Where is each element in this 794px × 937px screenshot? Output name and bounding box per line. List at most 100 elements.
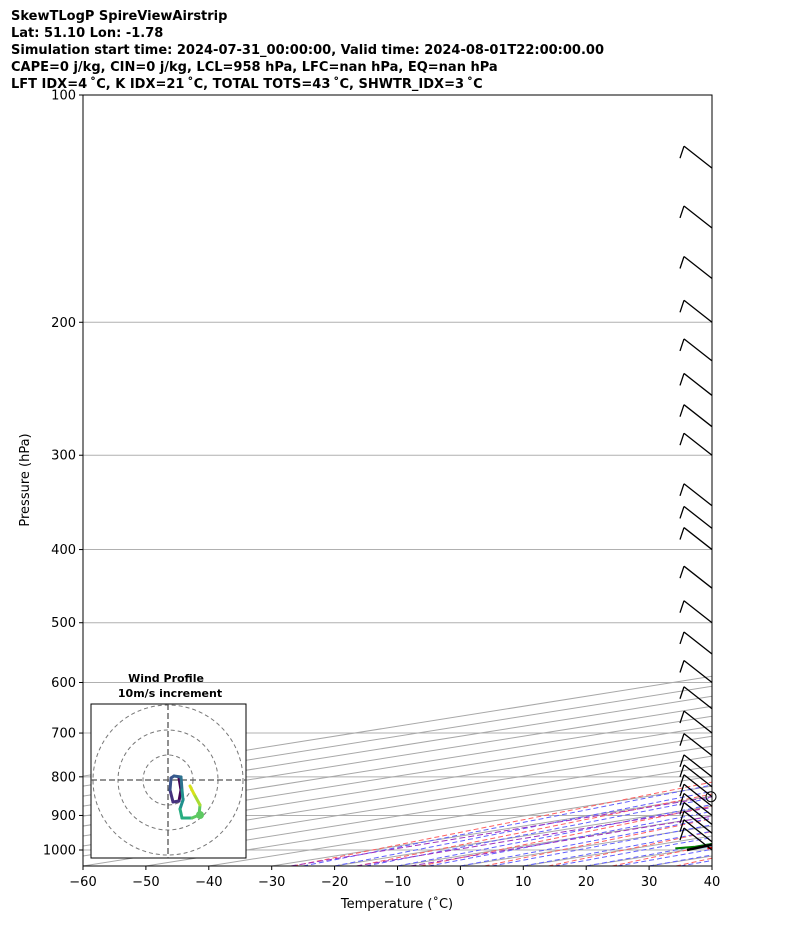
wind-barb — [679, 764, 713, 788]
header-line-2: Lat: 51.10 Lon: -1.78 — [11, 26, 164, 41]
x-tick-label: −50 — [132, 875, 159, 890]
wind-barb — [679, 372, 713, 396]
barb-staff — [683, 432, 713, 456]
x-tick-label: 10 — [515, 875, 532, 890]
wind-barb — [679, 783, 713, 807]
y-tick-label: 900 — [51, 809, 76, 824]
parcel-path — [686, 843, 712, 852]
barb-feather — [679, 631, 685, 645]
isotherm — [523, 835, 712, 866]
moist-adiabat — [554, 836, 712, 866]
y-axis-label: Pressure (hPa) — [18, 433, 33, 526]
barb-staff — [683, 338, 713, 362]
moist-adiabat — [460, 817, 712, 866]
barb-staff — [683, 631, 713, 655]
wind-barbs — [679, 145, 717, 851]
hodograph-segment — [178, 798, 185, 811]
isotherm — [334, 805, 712, 866]
cin-shading — [687, 844, 712, 850]
x-tick-label: −60 — [69, 875, 96, 890]
barb-staff — [683, 710, 713, 734]
x-axis-label: Temperature (˚C) — [340, 896, 453, 912]
x-tick-label: −40 — [195, 875, 222, 890]
wind-barb — [679, 827, 713, 851]
barb-staff — [683, 205, 713, 229]
wind-barb — [679, 145, 713, 169]
barb-feather — [679, 373, 685, 386]
moist-adiabat — [334, 790, 712, 866]
barb-staff — [683, 764, 713, 788]
dry-adiabat — [356, 793, 712, 866]
barb-staff — [683, 255, 713, 280]
moist-adiabat — [303, 784, 712, 866]
barb-feather — [679, 764, 685, 778]
moist-adiabat — [649, 854, 712, 866]
wind-barb — [679, 819, 713, 843]
hodograph-segment — [178, 807, 184, 820]
wind-barb — [679, 338, 713, 362]
y-tick-label: 200 — [51, 316, 76, 331]
isotherm — [711, 865, 712, 866]
x-tick-label: 40 — [704, 875, 721, 890]
barb-staff — [683, 783, 713, 807]
isotherm — [83, 705, 712, 807]
y-tick-label: 600 — [51, 676, 76, 691]
y-tick-label: 500 — [51, 616, 76, 631]
barb-feather — [679, 404, 685, 417]
x-tick-label: −10 — [384, 875, 411, 890]
barb-staff — [683, 505, 713, 529]
hodograph-segment — [168, 788, 175, 804]
y-tick-label: 400 — [51, 543, 76, 558]
barb-feather — [679, 810, 685, 824]
moist-adiabat — [523, 830, 712, 866]
barb-staff — [683, 733, 713, 757]
header-line-3: Simulation start time: 2024-07-31_00:00:… — [11, 43, 604, 58]
x-tick-label: −30 — [258, 875, 285, 890]
isotherm — [83, 675, 712, 777]
wind-barb — [679, 754, 713, 778]
barb-feather — [679, 774, 685, 787]
hodograph-segment — [188, 784, 196, 796]
dry-adiabat — [740, 95, 794, 866]
header-line-4: CAPE=0 j/kg, CIN=0 j/kg, LCL=958 hPa, LF… — [11, 60, 498, 75]
isotherm — [83, 695, 712, 797]
moist-adiabat — [680, 859, 712, 866]
barb-feather — [679, 205, 685, 219]
barb-feather — [679, 686, 685, 699]
barb-feather — [679, 827, 685, 841]
barb-staff — [683, 686, 713, 710]
barb-staff — [683, 792, 713, 816]
barb-feather — [679, 527, 685, 540]
dry-adiabat — [420, 805, 712, 866]
wind-barb — [679, 404, 713, 428]
barb-feather — [679, 793, 685, 806]
hodograph-segment — [177, 788, 183, 803]
isotherm — [83, 685, 712, 787]
header-line-5: LFT IDX=4 ˚C, K IDX=21 ˚C, TOTAL TOTS=43… — [11, 77, 483, 92]
hodograph-segment — [168, 776, 173, 792]
dry-adiabat — [611, 844, 712, 866]
x-tick-label: 0 — [456, 875, 464, 890]
barb-feather — [679, 300, 685, 313]
barb-feather — [679, 733, 685, 746]
wind-barb — [679, 565, 713, 589]
barb-staff — [683, 801, 713, 825]
wind-barb — [679, 483, 713, 507]
barb-staff — [683, 810, 713, 834]
isotherm — [460, 825, 712, 866]
wind-barb — [679, 299, 713, 323]
barb-staff — [683, 145, 713, 169]
barb-feather — [679, 565, 685, 579]
axes-layer: −60 −50 −40 −30 −20 −10 0 10 20 30 40 1000 900 800 700… — [43, 89, 720, 891]
barb-staff — [683, 754, 713, 778]
barb-staff — [683, 600, 713, 624]
barb-feather — [679, 600, 685, 613]
barb-feather — [679, 802, 685, 815]
barb-feather — [679, 145, 685, 159]
wind-barb — [679, 810, 713, 834]
barb-staff — [683, 299, 713, 323]
wind-barb — [679, 710, 713, 734]
barb-feather — [679, 784, 685, 797]
grid-layer — [83, 95, 794, 866]
